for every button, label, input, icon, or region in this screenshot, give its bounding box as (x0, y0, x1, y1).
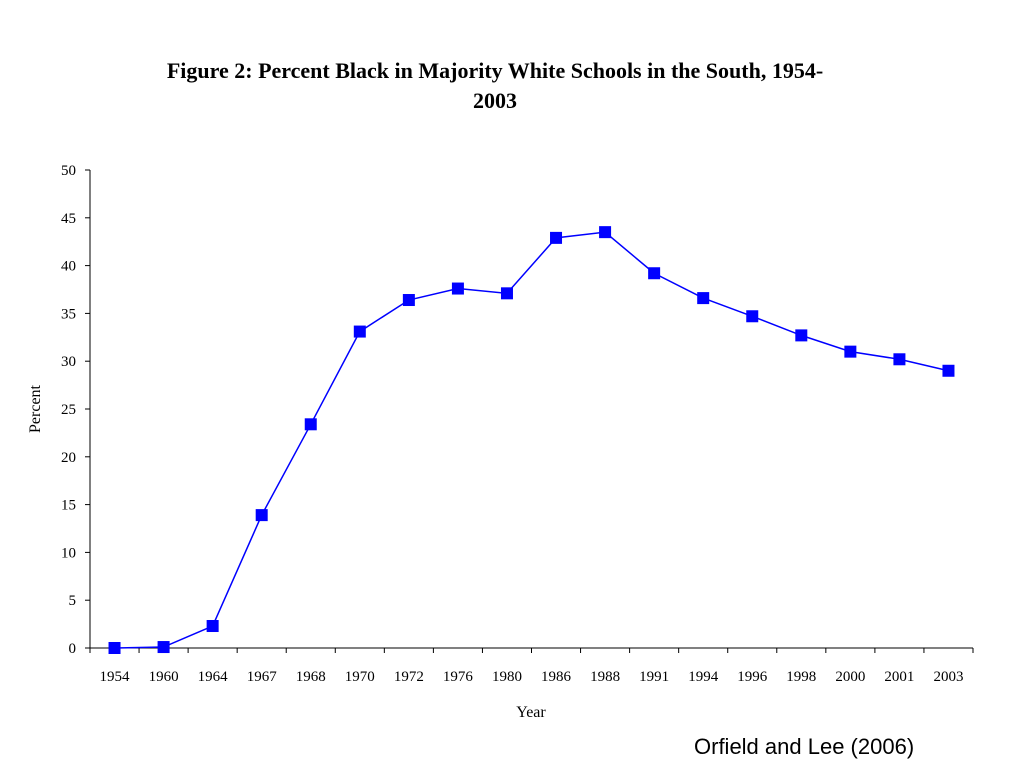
data-point-marker (353, 325, 366, 338)
x-tick-label: 1988 (590, 669, 620, 685)
data-point-marker (746, 310, 759, 323)
x-tick-label: 1970 (345, 669, 375, 685)
y-tick-label: 25 (61, 402, 76, 418)
data-point-marker (108, 642, 121, 654)
data-point-marker (402, 294, 415, 307)
y-axis: 0 5 10 15 20 25 30 35 40 45 50 (61, 163, 91, 657)
x-tick-label: 2003 (933, 669, 963, 685)
data-point-marker (500, 287, 513, 300)
x-tick-label: 1954 (100, 669, 131, 685)
x-tick-label: 1972 (394, 669, 424, 685)
chart-title-line-2: 2003 (473, 88, 517, 113)
x-tick-label: 1991 (639, 669, 669, 685)
y-tick-label: 50 (61, 163, 76, 179)
chart-title: Figure 2: Percent Black in Majority Whit… (0, 56, 990, 116)
y-tick-label: 35 (61, 306, 76, 322)
series-line (114, 231, 949, 649)
x-tick-label: 1996 (737, 669, 768, 685)
data-point-marker (942, 364, 955, 377)
y-tick-label: 10 (61, 545, 76, 561)
x-axis: 1954 1960 1964 1967 1968 1970 1972 1976 1980 1986… (89, 647, 974, 685)
x-axis-title: Year (516, 704, 546, 721)
y-tick-label: 20 (61, 450, 76, 466)
x-tick-label: 1968 (296, 669, 326, 685)
x-tick-label: 2000 (835, 669, 865, 685)
data-point-marker (157, 641, 170, 654)
data-point-marker (795, 329, 808, 342)
x-tick-label: 1967 (247, 669, 278, 685)
chart-title-line-1: Figure 2: Percent Black in Majority Whit… (166, 58, 824, 83)
data-point-marker (255, 509, 268, 522)
data-point-marker (550, 231, 563, 244)
y-tick-label: 45 (61, 211, 76, 227)
x-tick-label: 1986 (541, 669, 572, 685)
source-citation: Orfield and Lee (2006) (694, 734, 915, 759)
data-point-marker (648, 267, 661, 280)
y-tick-label: 15 (61, 498, 76, 514)
x-tick-label: 1964 (198, 669, 229, 685)
x-tick-label: 1980 (492, 669, 522, 685)
data-point-marker (451, 282, 464, 295)
x-tick-label: 1976 (443, 669, 474, 685)
series-group (108, 226, 955, 654)
x-tick-label: 1960 (149, 669, 179, 685)
data-point-marker (844, 345, 857, 358)
y-axis-title: Percent (27, 384, 44, 433)
x-tick-label: 1994 (688, 669, 719, 685)
data-point-marker (304, 418, 317, 431)
y-tick-label: 0 (69, 641, 77, 657)
data-point-marker (697, 292, 710, 305)
y-tick-label: 30 (61, 354, 76, 370)
x-tick-label: 2001 (884, 669, 914, 685)
y-tick-label: 40 (61, 259, 76, 275)
x-tick-label: 1998 (786, 669, 816, 685)
y-tick-label: 5 (69, 593, 77, 609)
data-point-marker (599, 226, 612, 239)
data-point-marker (893, 353, 906, 366)
data-point-marker (206, 620, 219, 633)
